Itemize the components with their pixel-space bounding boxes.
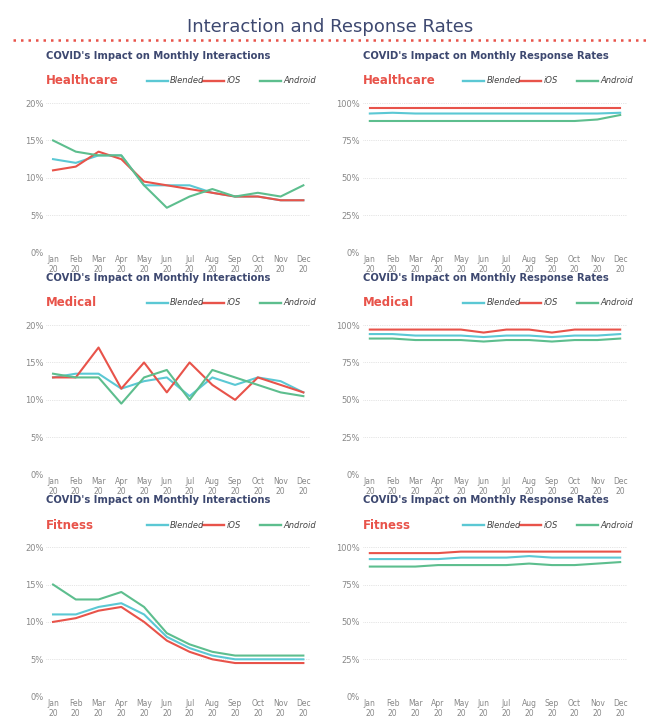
Text: Android: Android — [601, 521, 634, 529]
Text: Fitness: Fitness — [46, 518, 94, 531]
Text: Healthcare: Healthcare — [46, 74, 119, 87]
Text: Blended: Blended — [170, 298, 205, 307]
Text: Blended: Blended — [487, 76, 521, 85]
Text: Medical: Medical — [363, 296, 414, 309]
Text: iOS: iOS — [227, 76, 242, 85]
Text: Android: Android — [284, 76, 317, 85]
Text: Fitness: Fitness — [363, 518, 411, 531]
Text: COVID's Impact on Monthly Response Rates: COVID's Impact on Monthly Response Rates — [363, 273, 609, 282]
Text: iOS: iOS — [544, 521, 558, 529]
Text: iOS: iOS — [544, 298, 558, 307]
Text: Blended: Blended — [487, 298, 521, 307]
Text: Blended: Blended — [170, 521, 205, 529]
Text: COVID's Impact on Monthly Response Rates: COVID's Impact on Monthly Response Rates — [363, 495, 609, 505]
Text: Blended: Blended — [170, 76, 205, 85]
Text: COVID's Impact on Monthly Interactions: COVID's Impact on Monthly Interactions — [46, 495, 271, 505]
Text: iOS: iOS — [544, 76, 558, 85]
Text: Interaction and Response Rates: Interaction and Response Rates — [187, 18, 473, 36]
Text: COVID's Impact on Monthly Response Rates: COVID's Impact on Monthly Response Rates — [363, 51, 609, 60]
Text: Android: Android — [601, 76, 634, 85]
Text: COVID's Impact on Monthly Interactions: COVID's Impact on Monthly Interactions — [46, 51, 271, 60]
Text: Android: Android — [284, 298, 317, 307]
Text: Healthcare: Healthcare — [363, 74, 436, 87]
Text: Android: Android — [601, 298, 634, 307]
Text: Android: Android — [284, 521, 317, 529]
Text: Blended: Blended — [487, 521, 521, 529]
Text: COVID's Impact on Monthly Interactions: COVID's Impact on Monthly Interactions — [46, 273, 271, 282]
Text: Medical: Medical — [46, 296, 97, 309]
Text: iOS: iOS — [227, 521, 242, 529]
Text: iOS: iOS — [227, 298, 242, 307]
